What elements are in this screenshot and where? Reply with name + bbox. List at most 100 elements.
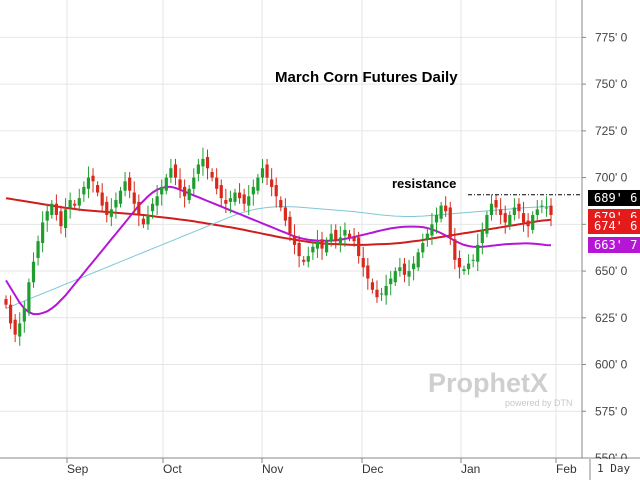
candle-body bbox=[18, 323, 22, 337]
candle-body bbox=[499, 209, 503, 215]
candle-body bbox=[343, 229, 347, 236]
candle-body bbox=[425, 233, 429, 240]
candle-body bbox=[384, 286, 388, 296]
x-tick-label: Sep bbox=[67, 462, 89, 476]
watermark-brand: ProphetX bbox=[428, 368, 548, 398]
candle-body bbox=[228, 198, 233, 202]
x-axis-ticks: Sep Oct Nov Dec Jan Feb bbox=[66, 458, 577, 476]
interval-box bbox=[590, 459, 640, 480]
candle-body bbox=[540, 205, 544, 207]
price-tag-label: 674' 6 bbox=[594, 219, 637, 233]
candle-body bbox=[549, 205, 553, 215]
price-tag-bg bbox=[588, 218, 640, 234]
candle-body bbox=[196, 164, 200, 174]
candle-body bbox=[421, 243, 425, 253]
candle-body bbox=[476, 244, 480, 262]
candle-body bbox=[393, 271, 397, 283]
candle-body bbox=[526, 220, 530, 227]
candle-body bbox=[219, 185, 223, 199]
candle-body bbox=[31, 261, 36, 283]
candle-body bbox=[183, 186, 187, 197]
candle-body bbox=[45, 211, 49, 221]
candle-body bbox=[50, 203, 54, 215]
candle-body bbox=[100, 192, 104, 206]
candle-body bbox=[201, 158, 205, 167]
candle-body bbox=[118, 190, 123, 204]
candle-body bbox=[352, 237, 356, 242]
candle-body bbox=[480, 229, 484, 244]
candle-body bbox=[471, 259, 475, 261]
candle-body bbox=[22, 308, 26, 322]
candle-body bbox=[357, 237, 361, 257]
candle-body bbox=[544, 207, 549, 209]
candle-body bbox=[521, 213, 526, 223]
price-tag-label: 663' 7 bbox=[594, 238, 637, 252]
candle-body bbox=[128, 177, 132, 191]
candle-body bbox=[366, 265, 370, 279]
candle-body bbox=[329, 233, 333, 242]
candle-body bbox=[86, 177, 91, 189]
candle-body bbox=[535, 209, 539, 215]
candle-body bbox=[173, 164, 178, 178]
resistance-label: resistance bbox=[392, 176, 456, 191]
watermark-tagline: powered by DTN bbox=[505, 398, 573, 408]
candle-body bbox=[306, 256, 310, 262]
candle-body bbox=[402, 263, 407, 275]
candle-body bbox=[389, 278, 393, 285]
candle-body bbox=[205, 157, 210, 169]
candle-body bbox=[36, 241, 40, 258]
candle-body bbox=[283, 207, 287, 221]
candle-body bbox=[242, 194, 246, 204]
candle-body bbox=[320, 239, 324, 249]
x-tick-label: Jan bbox=[461, 462, 480, 476]
candle-body bbox=[457, 257, 462, 268]
candle-body bbox=[398, 267, 402, 272]
y-tick-label: 650' 0 bbox=[595, 264, 628, 278]
candle-body bbox=[105, 201, 109, 215]
candle-body bbox=[297, 243, 301, 257]
candle-body bbox=[444, 205, 448, 212]
candle-body bbox=[494, 200, 498, 208]
candle-body bbox=[334, 229, 338, 242]
candle-body bbox=[137, 201, 141, 215]
candle-body bbox=[416, 252, 420, 268]
candle-body bbox=[517, 203, 521, 212]
candle-body bbox=[407, 271, 411, 277]
candle-body bbox=[73, 203, 77, 206]
candle-body bbox=[187, 188, 191, 201]
watermark: ProphetX powered by DTN bbox=[428, 368, 573, 408]
candle-body bbox=[462, 269, 466, 272]
candle-body bbox=[311, 246, 315, 253]
candle-body bbox=[361, 257, 365, 268]
candle-body bbox=[8, 304, 13, 324]
candle-body bbox=[347, 233, 352, 238]
interval-label: 1 Day bbox=[597, 462, 630, 475]
candle-body bbox=[531, 214, 535, 230]
y-tick-label: 575' 0 bbox=[595, 404, 628, 418]
candle-body bbox=[96, 185, 100, 193]
y-tick-label: 625' 0 bbox=[595, 311, 628, 325]
y-tick-label: 600' 0 bbox=[595, 358, 628, 372]
candle-body bbox=[508, 214, 512, 227]
candle-body bbox=[237, 192, 242, 199]
price-tag-bg bbox=[588, 237, 640, 253]
candle-body bbox=[375, 289, 379, 298]
candle-body bbox=[68, 200, 72, 208]
candle-body bbox=[260, 168, 265, 178]
moving-averages bbox=[5, 185, 552, 316]
candle-body bbox=[63, 209, 68, 229]
candle-body bbox=[150, 203, 155, 212]
candle-body bbox=[210, 171, 214, 178]
candle-body bbox=[370, 282, 374, 290]
candle-body bbox=[466, 263, 471, 270]
candle-body bbox=[430, 224, 434, 236]
candle-body bbox=[160, 186, 164, 195]
price-tag-label: 689' 6 bbox=[594, 191, 637, 205]
moving-average-line bbox=[5, 185, 552, 316]
candle-body bbox=[215, 177, 219, 189]
candle-body bbox=[302, 259, 306, 262]
candle-body bbox=[233, 192, 237, 202]
